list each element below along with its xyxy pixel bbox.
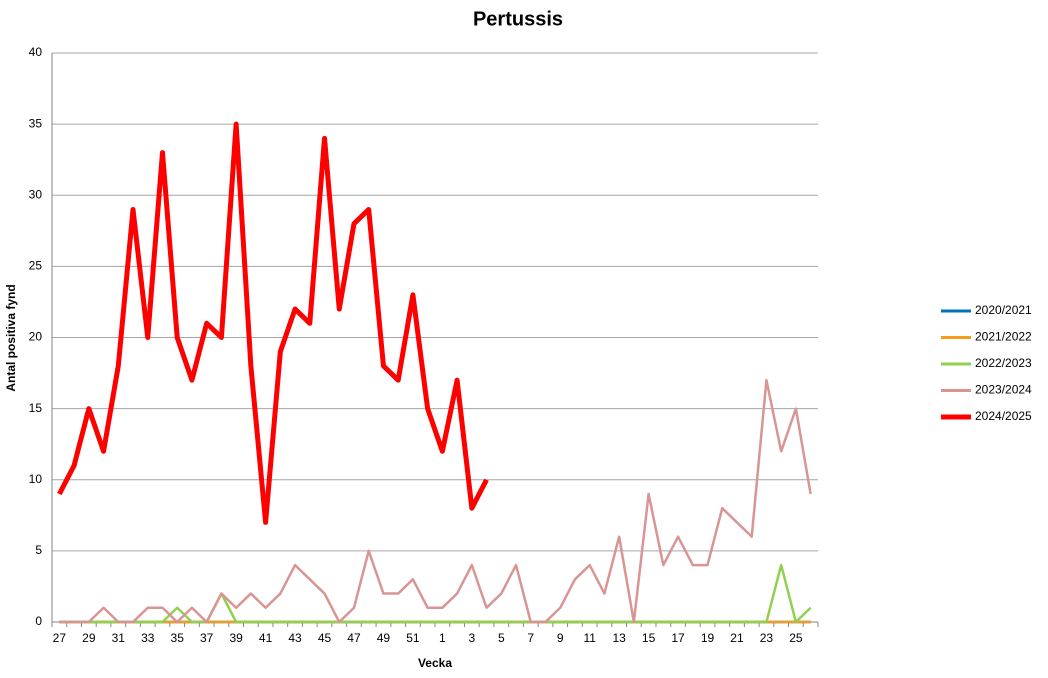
y-tick-label: 40 (29, 45, 43, 59)
series-line (59, 378, 812, 624)
x-tick-label: 27 (53, 631, 67, 645)
y-tick-label: 5 (35, 543, 42, 557)
x-tick-label: 15 (642, 631, 656, 645)
x-tick-label: 23 (760, 631, 774, 645)
x-tick-label: 35 (171, 631, 185, 645)
x-tick-label: 25 (789, 631, 803, 645)
y-axis-label: Antal positiva fynd (4, 284, 18, 391)
x-tick-label: 3 (468, 631, 475, 645)
y-tick-label: 25 (29, 259, 43, 273)
x-tick-label: 39 (229, 631, 243, 645)
x-tick-label: 17 (671, 631, 685, 645)
legend-label: 2021/2022 (975, 330, 1032, 344)
legend-label: 2022/2023 (975, 356, 1032, 370)
x-tick-label: 41 (259, 631, 273, 645)
series-line (59, 563, 812, 624)
x-tick-label: 5 (498, 631, 505, 645)
y-tick-label: 30 (29, 187, 43, 201)
x-axis-label: Vecka (418, 656, 452, 670)
x-tick-label: 19 (701, 631, 715, 645)
x-tick-label: 1 (439, 631, 446, 645)
x-tick-label: 33 (141, 631, 155, 645)
x-tick-label: 51 (406, 631, 420, 645)
x-tick-label: 37 (200, 631, 214, 645)
x-tick-label: 45 (318, 631, 332, 645)
x-tick-label: 11 (583, 631, 596, 645)
x-tick-label: 43 (288, 631, 302, 645)
x-tick-label: 21 (730, 631, 744, 645)
x-tick-label: 31 (112, 631, 126, 645)
x-tick-label: 13 (612, 631, 626, 645)
y-tick-label: 10 (29, 472, 43, 486)
x-tick-label: 49 (377, 631, 391, 645)
legend-label: 2024/2025 (975, 409, 1032, 423)
x-tick-label: 29 (82, 631, 96, 645)
y-tick-label: 35 (29, 116, 43, 130)
chart-title: Pertussis (473, 8, 563, 30)
x-tick-label: 9 (557, 631, 564, 645)
y-tick-label: 15 (29, 401, 43, 415)
x-tick-label: 7 (527, 631, 534, 645)
x-tick-label: 47 (347, 631, 361, 645)
legend-label: 2020/2021 (975, 303, 1032, 317)
y-tick-label: 20 (29, 330, 43, 344)
legend-label: 2023/2024 (975, 383, 1032, 397)
y-tick-label: 0 (35, 614, 42, 628)
series-line (57, 121, 489, 525)
